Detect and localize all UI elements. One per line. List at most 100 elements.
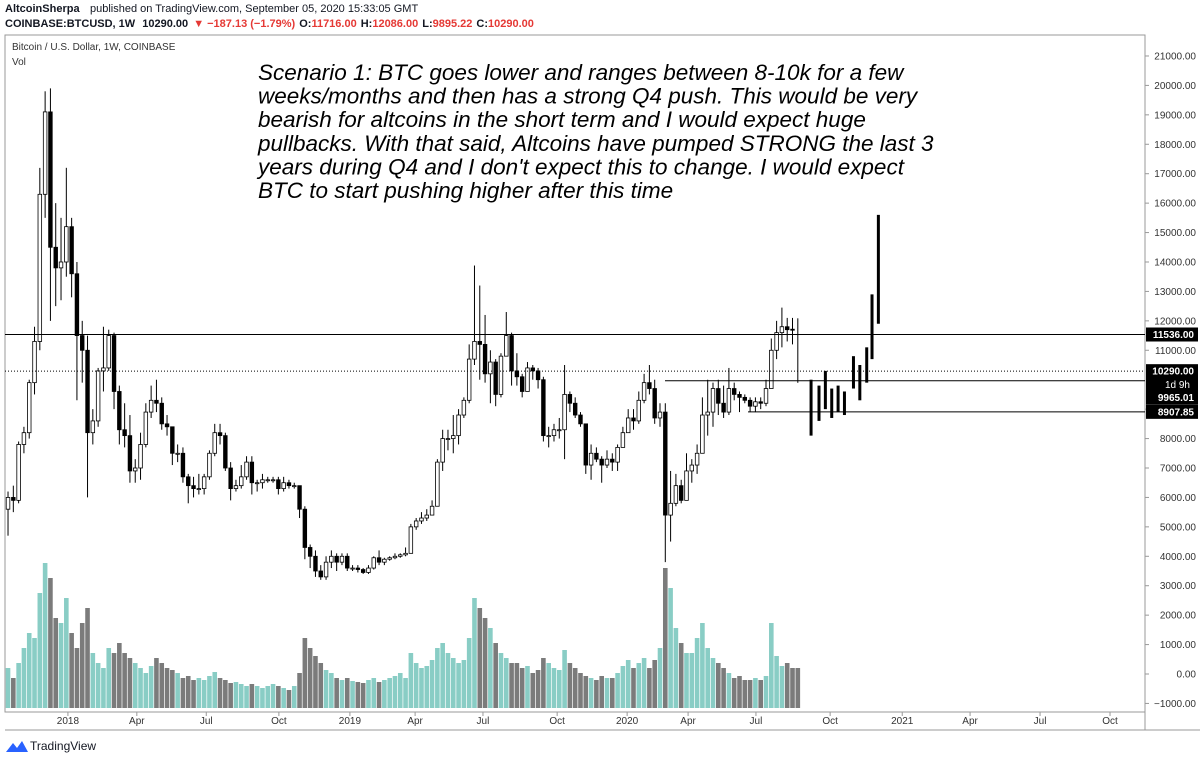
candle-body (440, 438, 445, 463)
candle-body (48, 111, 53, 248)
annotation-line: Scenario 1: BTC goes lower and ranges be… (258, 60, 905, 85)
last-price-tag (1146, 364, 1198, 393)
volume-bar (148, 666, 154, 708)
volume-bar (154, 658, 159, 708)
volume-bar (604, 678, 610, 708)
candle-body (345, 555, 350, 569)
y-tick-label: 16000.00 (1154, 199, 1196, 210)
volume-bar (652, 660, 657, 708)
volume-bar (795, 668, 801, 708)
volume-bar (567, 663, 573, 708)
candle-body (239, 476, 244, 487)
candle-body (456, 414, 461, 437)
volume-bar (37, 593, 43, 708)
volume-bar (392, 676, 398, 708)
candle-body (790, 328, 795, 331)
candle-body (138, 444, 143, 469)
volume-bar (360, 683, 366, 708)
candle-body (647, 382, 652, 389)
volume-bar (737, 676, 742, 708)
volume-bar (323, 670, 329, 708)
volume-bar (514, 663, 520, 708)
volume-bar (233, 682, 239, 708)
candle-body (504, 335, 509, 357)
candle-body (111, 335, 117, 392)
volume-bar (5, 668, 11, 708)
volume-bar (122, 653, 127, 708)
volume-bar (175, 673, 180, 708)
level-tag-label: 8907.85 (1158, 407, 1195, 418)
candle-body (376, 557, 382, 563)
volume-bar (440, 643, 445, 708)
candle-body (710, 388, 716, 413)
candle-body (254, 482, 260, 485)
candle-body (641, 382, 647, 401)
volume-bar (127, 658, 133, 708)
volume-bar (90, 653, 96, 708)
volume-bar (419, 668, 424, 708)
volume-bar (694, 638, 700, 708)
candle-body (737, 394, 742, 398)
candle-body (154, 399, 159, 404)
volume-bar (784, 663, 790, 708)
x-tick-label: Oct (1102, 716, 1118, 727)
volume-bar (488, 628, 493, 708)
level-tag (1146, 390, 1198, 405)
candle-body (705, 411, 710, 416)
candle-body (514, 370, 520, 378)
x-tick-label: Apr (129, 716, 145, 727)
candle-body (117, 391, 122, 431)
level-tag (1146, 404, 1198, 419)
volume-bar (159, 663, 165, 708)
candle-body (323, 561, 329, 578)
x-tick-label: Jul (477, 716, 490, 727)
volume-bar (329, 673, 334, 708)
candle-body (615, 446, 620, 463)
volume-bar (472, 598, 477, 708)
candle-body (355, 567, 361, 570)
candle-body (42, 111, 48, 195)
candle-body (392, 555, 398, 559)
y-tick-label: 4000.00 (1160, 552, 1197, 563)
candle-body (313, 555, 318, 572)
candle-body (557, 429, 562, 432)
volume-bar (180, 678, 186, 708)
y-tick-label: 7000.00 (1160, 463, 1197, 474)
volume-bar (631, 668, 636, 708)
candle-body (488, 361, 493, 375)
volume-bar (21, 648, 27, 708)
volume-bar (101, 668, 106, 708)
volume-bar (461, 660, 467, 708)
volume-bar (482, 618, 488, 708)
candle-body (493, 361, 498, 395)
candle-body (604, 458, 610, 466)
candle-body (80, 335, 85, 351)
candle-body (498, 355, 504, 395)
volume-bar (689, 653, 695, 708)
y-tick-label: −1000.00 (1154, 699, 1196, 710)
y-tick-label: 11000.00 (1155, 346, 1196, 357)
volume-bar (673, 628, 679, 708)
candle-body (360, 569, 366, 573)
x-tick-label: Jul (1034, 716, 1047, 727)
volume-bar (58, 623, 64, 708)
candle-body (5, 497, 11, 510)
candle-body (133, 467, 138, 472)
level-tag (1146, 327, 1198, 342)
volume-bar (477, 608, 483, 708)
ohlc-key: H: (361, 18, 373, 30)
volume-bar (382, 680, 387, 708)
candle-body (578, 414, 583, 425)
candle-body (350, 567, 355, 570)
volume-bar (668, 588, 673, 708)
y-tick-label: 15000.00 (1154, 228, 1196, 239)
candle-body (530, 367, 535, 372)
volume-bar (790, 668, 795, 708)
candle-body (546, 435, 551, 438)
candle-body (260, 479, 265, 484)
volume-bar (435, 648, 440, 708)
candle-body (673, 485, 679, 504)
last: 10290.00 (142, 18, 188, 30)
candle-body (689, 464, 694, 472)
candle-body (69, 226, 74, 275)
